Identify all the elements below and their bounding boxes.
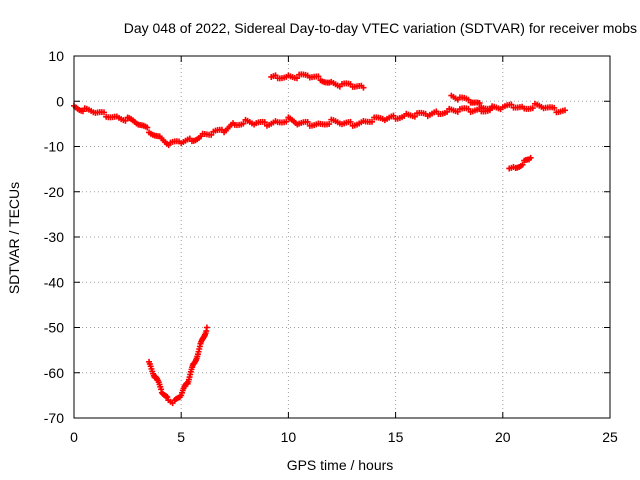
data-point — [476, 100, 483, 107]
data-point — [465, 105, 472, 112]
data-point — [411, 113, 418, 120]
series-late-segment — [506, 154, 534, 172]
x-tick-label: 15 — [388, 429, 404, 445]
x-axis-label: GPS time / hours — [287, 457, 394, 473]
data-point — [390, 112, 397, 119]
y-tick-label: -30 — [44, 229, 64, 245]
data-point — [101, 109, 108, 116]
data-point — [489, 105, 496, 112]
data-point — [529, 105, 536, 112]
y-tick-label: -60 — [44, 365, 64, 381]
data-point — [551, 104, 558, 111]
y-tick-label: -10 — [44, 139, 64, 155]
y-tick-label: 0 — [56, 93, 64, 109]
data-point — [164, 394, 171, 401]
x-tick-label: 10 — [281, 429, 297, 445]
grid-lines — [74, 56, 610, 418]
data-point — [315, 73, 322, 80]
data-point — [519, 161, 526, 168]
data-point — [261, 119, 268, 126]
data-point — [326, 121, 333, 128]
data-point — [527, 154, 534, 161]
series-upper-arc — [268, 71, 367, 91]
data-point — [283, 118, 290, 125]
y-tick-label: -20 — [44, 184, 64, 200]
y-tick-label: -50 — [44, 320, 64, 336]
data-point — [144, 124, 151, 131]
x-tick-label: 20 — [495, 429, 511, 445]
y-axis-label: SDTVAR / TECUs — [6, 182, 22, 294]
data-point — [122, 117, 129, 124]
data-point — [369, 118, 376, 125]
y-tick-label: -70 — [44, 410, 64, 426]
data-point — [240, 120, 247, 127]
series-deep-dip — [146, 324, 210, 407]
data-point — [444, 108, 451, 115]
axis-ticks: 0 5 10 15 20 25 10 0 -10 -20 -30 -40 -50 -60 -70 — [44, 48, 618, 445]
data-points — [71, 71, 568, 407]
x-tick-label: 25 — [602, 429, 618, 445]
data-point — [360, 84, 367, 91]
x-tick-label: 5 — [177, 429, 185, 445]
series-upper-lump — [448, 92, 496, 112]
data-point — [347, 118, 354, 125]
data-point — [208, 131, 215, 138]
data-point — [158, 386, 165, 393]
data-point — [561, 107, 568, 114]
data-point — [293, 75, 300, 82]
y-tick-label: -40 — [44, 274, 64, 290]
data-point — [508, 101, 515, 108]
y-tick-label: 10 — [48, 48, 64, 64]
chart-title: Day 048 of 2022, Sidereal Day-to-day VTE… — [124, 20, 637, 36]
data-point — [304, 118, 311, 125]
series-main-band — [71, 100, 568, 149]
data-point — [203, 324, 210, 331]
x-tick-label: 0 — [70, 429, 78, 445]
